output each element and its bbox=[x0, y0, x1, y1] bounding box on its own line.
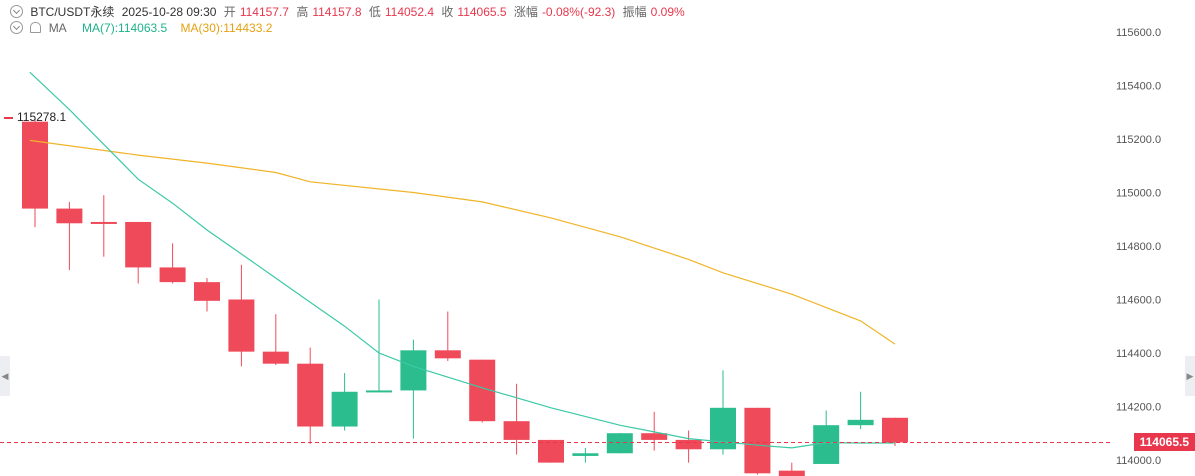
collapse-indicator-icon[interactable] bbox=[10, 21, 23, 34]
y-tick-label: 115600.0 bbox=[1116, 27, 1161, 39]
scroll-left-icon[interactable]: ◀ bbox=[0, 356, 10, 396]
candle-down bbox=[538, 439, 564, 463]
y-tick-label: 114000.0 bbox=[1116, 455, 1161, 467]
max-price-label: 115278.1 bbox=[17, 110, 67, 125]
datetime: 2025-10-28 09:30 bbox=[121, 5, 217, 19]
high-label: 高 bbox=[296, 5, 309, 19]
candle-down bbox=[297, 363, 324, 427]
low-label: 低 bbox=[368, 5, 381, 19]
candle-down bbox=[778, 470, 805, 476]
candle-down bbox=[228, 299, 255, 352]
change-label: 涨幅 bbox=[513, 5, 538, 19]
max-price-marker: 115278.1 bbox=[4, 110, 66, 124]
scroll-right-icon[interactable]: ▶ bbox=[1185, 356, 1195, 396]
candle-down bbox=[90, 221, 117, 224]
y-tick-label: 114600.0 bbox=[1116, 295, 1161, 307]
high-value: 114157.8 bbox=[312, 5, 362, 19]
amplitude-value: 0.09% bbox=[650, 5, 685, 19]
candle-down bbox=[675, 439, 702, 450]
candle-up bbox=[400, 350, 427, 391]
indicator-name[interactable]: MA bbox=[48, 21, 67, 35]
candle-down bbox=[882, 417, 908, 443]
candle-up bbox=[572, 453, 599, 456]
candle-up bbox=[847, 419, 874, 426]
candle-down bbox=[22, 121, 48, 209]
candle-down bbox=[262, 351, 289, 364]
amplitude-label: 振幅 bbox=[622, 5, 647, 19]
y-tick-label: 115000.0 bbox=[1116, 188, 1161, 200]
candle-down bbox=[125, 221, 152, 268]
low-value: 114052.4 bbox=[384, 5, 435, 19]
collapse-icon[interactable] bbox=[10, 5, 23, 18]
candle-down bbox=[744, 407, 771, 474]
open-value: 114157.7 bbox=[239, 5, 289, 19]
ma7-value: MA(7):114063.5 bbox=[82, 21, 168, 35]
candle-down bbox=[641, 433, 668, 440]
close-label: 收 bbox=[441, 5, 454, 19]
y-tick-label: 114400.0 bbox=[1116, 348, 1161, 360]
ma30-value: MA(30):114433.2 bbox=[180, 21, 273, 35]
symbol: BTC/USDT永续 bbox=[30, 5, 115, 19]
change-value: -0.08%(-92.3) bbox=[541, 5, 616, 19]
candle-down bbox=[434, 350, 461, 359]
close-value: 114065.5 bbox=[457, 5, 507, 19]
y-tick-label: 115400.0 bbox=[1116, 81, 1161, 93]
max-marker-arrow-icon bbox=[4, 116, 13, 119]
candle-down bbox=[503, 421, 530, 440]
y-tick-label: 115200.0 bbox=[1116, 134, 1161, 146]
candle-up bbox=[606, 433, 633, 454]
last-price-label: 114065.5 bbox=[1133, 433, 1195, 452]
ma30-line bbox=[29, 139, 896, 345]
open-label: 开 bbox=[223, 5, 236, 19]
candle-up bbox=[366, 390, 392, 393]
y-tick-label: 114200.0 bbox=[1116, 401, 1161, 413]
candle-up bbox=[331, 391, 358, 427]
bell-icon[interactable] bbox=[30, 22, 42, 33]
ma7-line bbox=[29, 71, 895, 449]
indicator-row: MA MA(7):114063.5 MA(30):114433.2 bbox=[10, 21, 276, 35]
candle-up bbox=[813, 425, 840, 464]
candle-down bbox=[194, 282, 220, 301]
candle-down bbox=[56, 208, 83, 224]
y-tick-label: 114800.0 bbox=[1116, 241, 1161, 253]
candle-down bbox=[159, 267, 186, 283]
